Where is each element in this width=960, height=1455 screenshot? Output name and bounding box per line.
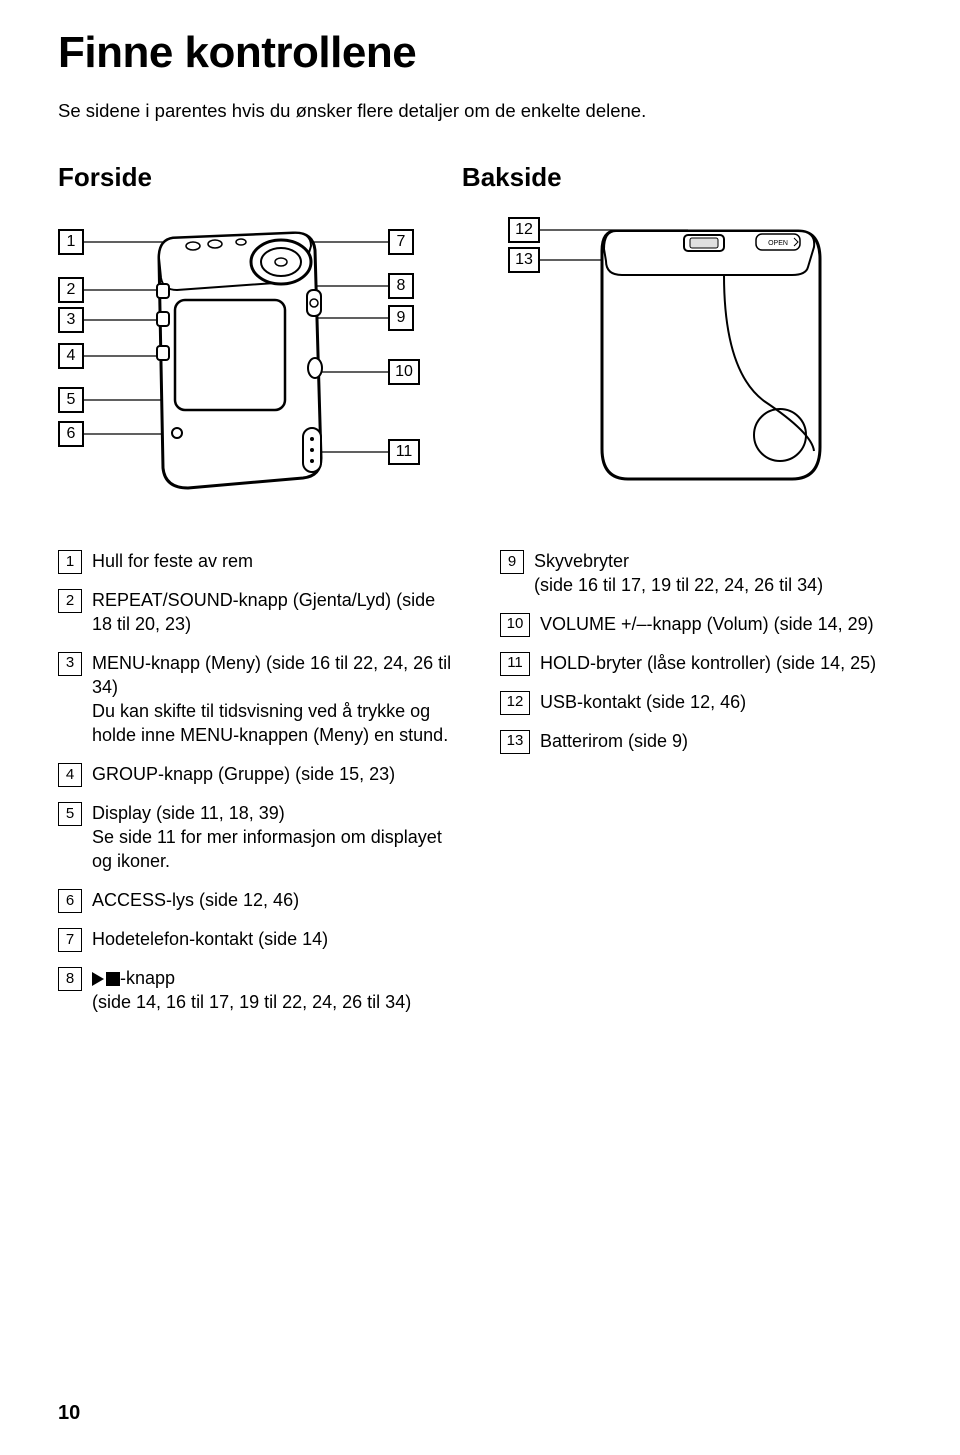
list-item-13: 13 Batterirom (side 9) — [500, 729, 902, 754]
item-text-8: -knapp(side 14, 16 til 17, 19 til 22, 24… — [92, 966, 460, 1015]
item-text-3: MENU-knapp (Meny) (side 16 til 22, 24, 2… — [92, 651, 460, 748]
item-text-12: USB-kontakt (side 12, 46) — [540, 690, 902, 715]
list-item-5: 5 Display (side 11, 18, 39)Se side 11 for… — [58, 801, 460, 874]
callout-13: 13 — [508, 247, 540, 273]
item-text-6: ACCESS-lys (side 12, 46) — [92, 888, 460, 913]
item-text-9: Skyvebryter(side 16 til 17, 19 til 22, 2… — [534, 549, 902, 598]
list-item-1: 1 Hull for feste av rem — [58, 549, 460, 574]
list-item-6: 6 ACCESS-lys (side 12, 46) — [58, 888, 460, 913]
list-item-9: 9 Skyvebryter(side 16 til 17, 19 til 22,… — [500, 549, 902, 598]
num-box-4: 4 — [58, 763, 82, 787]
intro-text: Se sidene i parentes hvis du ønsker fler… — [58, 100, 902, 122]
item-text-4: GROUP-knapp (Gruppe) (side 15, 23) — [92, 762, 460, 787]
item-text-7: Hodetelefon-kontakt (side 14) — [92, 927, 460, 952]
svg-text:OPEN: OPEN — [768, 240, 788, 247]
num-box-9: 9 — [500, 550, 524, 574]
callout-3: 3 — [58, 307, 84, 333]
list-item-3: 3 MENU-knapp (Meny) (side 16 til 22, 24, … — [58, 651, 460, 748]
num-box-13: 13 — [500, 730, 530, 754]
list-item-7: 7 Hodetelefon-kontakt (side 14) — [58, 927, 460, 952]
front-diagram: 1 2 3 4 5 6 7 8 9 10 11 — [58, 213, 458, 513]
num-box-6: 6 — [58, 889, 82, 913]
back-label: Bakside — [462, 162, 562, 193]
callout-1: 1 — [58, 229, 84, 255]
item-text-1: Hull for feste av rem — [92, 549, 460, 574]
item-text-13: Batterirom (side 9) — [540, 729, 902, 754]
list-item-4: 4 GROUP-knapp (Gruppe) (side 15, 23) — [58, 762, 460, 787]
list-item-2: 2 REPEAT/SOUND-knapp (Gjenta/Lyd) (side 1… — [58, 588, 460, 637]
callout-5: 5 — [58, 387, 84, 413]
num-box-7: 7 — [58, 928, 82, 952]
back-device-svg: OPEN — [508, 213, 838, 513]
list-right-column: 9 Skyvebryter(side 16 til 17, 19 til 22,… — [500, 549, 902, 1028]
diagrams-row: 1234567891011 OPEN — [58, 213, 902, 513]
callout-4: 4 — [58, 343, 84, 369]
item-text-2: REPEAT/SOUND-knapp (Gjenta/Lyd) (side 18… — [92, 588, 460, 637]
callout-6: 6 — [58, 421, 84, 447]
callout-10: 10 — [388, 359, 420, 385]
num-box-5: 5 — [58, 802, 82, 826]
play-stop-icon — [92, 972, 120, 986]
page-number: 10 — [58, 1402, 80, 1425]
num-box-1: 1 — [58, 550, 82, 574]
callout-9: 9 — [388, 305, 414, 331]
num-box-3: 3 — [58, 652, 82, 676]
callout-7: 7 — [388, 229, 414, 255]
callout-2: 2 — [58, 277, 84, 303]
num-box-2: 2 — [58, 589, 82, 613]
callout-12: 12 — [508, 217, 540, 243]
callout-8: 8 — [388, 273, 414, 299]
list-item-10: 10 VOLUME +/–-knapp (Volum) (side 14, 29) — [500, 612, 902, 637]
list-left-column: 1 Hull for feste av rem 2 REPEAT/SOUND-knap… — [58, 549, 460, 1028]
num-box-11: 11 — [500, 652, 530, 676]
front-label: Forside — [58, 162, 152, 193]
list-item-11: 11 HOLD-bryter (låse kontroller) (side 14… — [500, 651, 902, 676]
item-text-5: Display (side 11, 18, 39)Se side 11 for … — [92, 801, 460, 874]
page-title: Finne kontrollene — [58, 28, 902, 78]
item-text-10: VOLUME +/–-knapp (Volum) (side 14, 29) — [540, 612, 902, 637]
list-item-8: 8 -knapp(side 14, 16 til 17, 19 til 22, 2… — [58, 966, 460, 1015]
item-text-11: HOLD-bryter (låse kontroller) (side 14, … — [540, 651, 902, 676]
callout-11: 11 — [388, 439, 420, 465]
num-box-10: 10 — [500, 613, 530, 637]
list-item-12: 12 USB-kontakt (side 12, 46) — [500, 690, 902, 715]
back-diagram: OPEN 12 13 — [508, 213, 838, 513]
num-box-8: 8 — [58, 967, 82, 991]
num-box-12: 12 — [500, 691, 530, 715]
